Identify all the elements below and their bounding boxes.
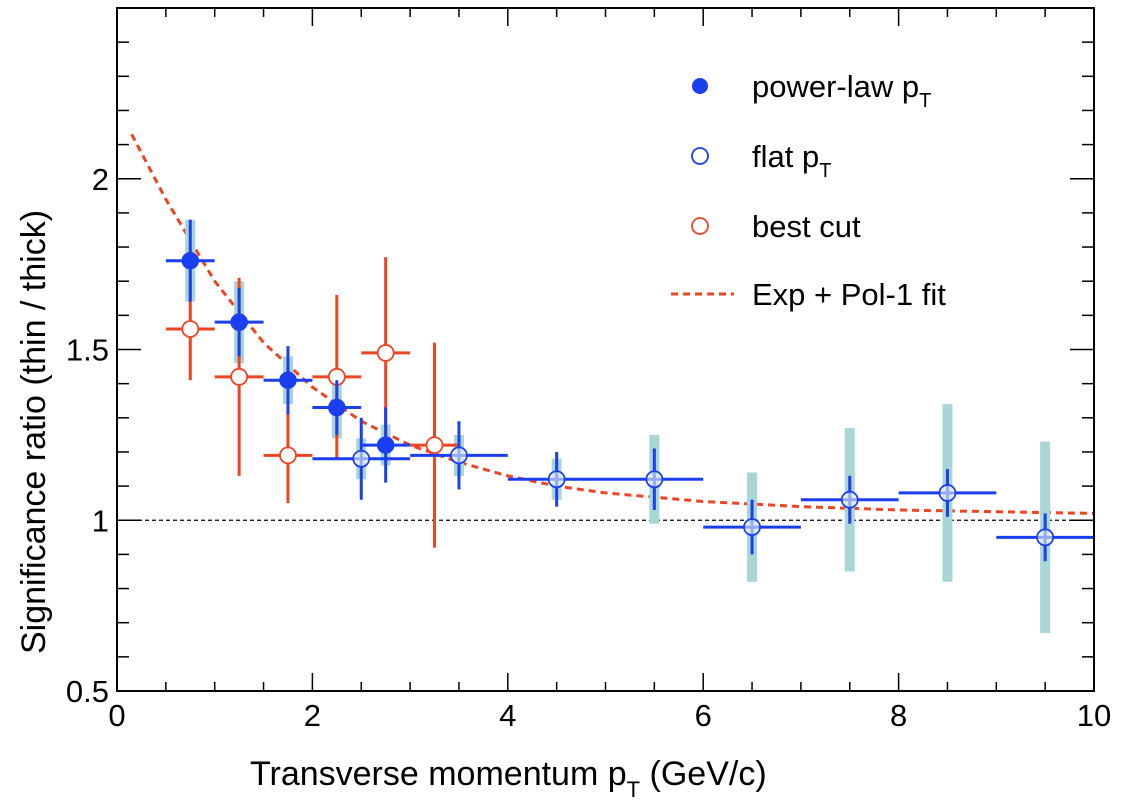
x-axis-label-suffix: (GeV/c) [640,755,767,793]
data-layer [165,219,1094,633]
data-point-open [450,446,468,465]
plot-frame [116,7,1095,692]
data-point-filled [230,313,248,331]
legend-label: best cut [752,209,861,244]
legend-marker-filled [692,78,708,94]
data-point-filled [181,251,200,270]
x-tick-label: 8 [890,698,907,733]
x-tick-label: 4 [499,698,516,733]
data-point-open [352,449,371,468]
data-point-open [938,484,957,502]
data-point-open [743,518,761,536]
x-tick-label: 10 [1077,698,1111,733]
data-point-filled [328,398,346,417]
data-point-filled [279,371,297,389]
data-point-open [376,344,395,362]
data-point-open [181,320,200,338]
legend-label: Exp + Pol-1 fit [752,277,946,312]
y-axis-label: Significance ratio (thin / thick) [15,210,53,654]
tick-labels [116,7,1095,692]
x-axis-label-subscript: T [627,777,640,802]
y-tick-label: 1.5 [66,333,109,368]
x-axis-label: Transverse momentum pT (GeV/c) [250,755,767,802]
data-point-open [425,436,444,455]
y-tick-label: 2 [92,162,109,197]
data-point-open [279,446,297,465]
y-tick-label: 0.5 [66,674,109,709]
legend-marker-open [691,147,709,165]
legend: 0 2 4 6 8 10 0.5 1 1.5 2 power-law pT flat pT best c… [66,69,1111,733]
x-axis-label-main: Transverse momentum p [250,755,627,793]
data-point-open [230,367,249,386]
data-point-open [645,470,664,489]
legend-label: flat pT [752,139,831,182]
data-point-filled [376,436,395,454]
x-tick-label: 0 [108,698,125,733]
legend-marker-open [691,217,709,235]
data-point-open [547,470,566,489]
y-tick-label: 1 [92,503,109,538]
data-point-open [1036,528,1055,547]
legend-label: power-law pT [752,69,931,112]
x-tick-label: 2 [304,698,321,733]
data-point-open [840,490,859,509]
x-tick-label: 6 [695,698,712,733]
